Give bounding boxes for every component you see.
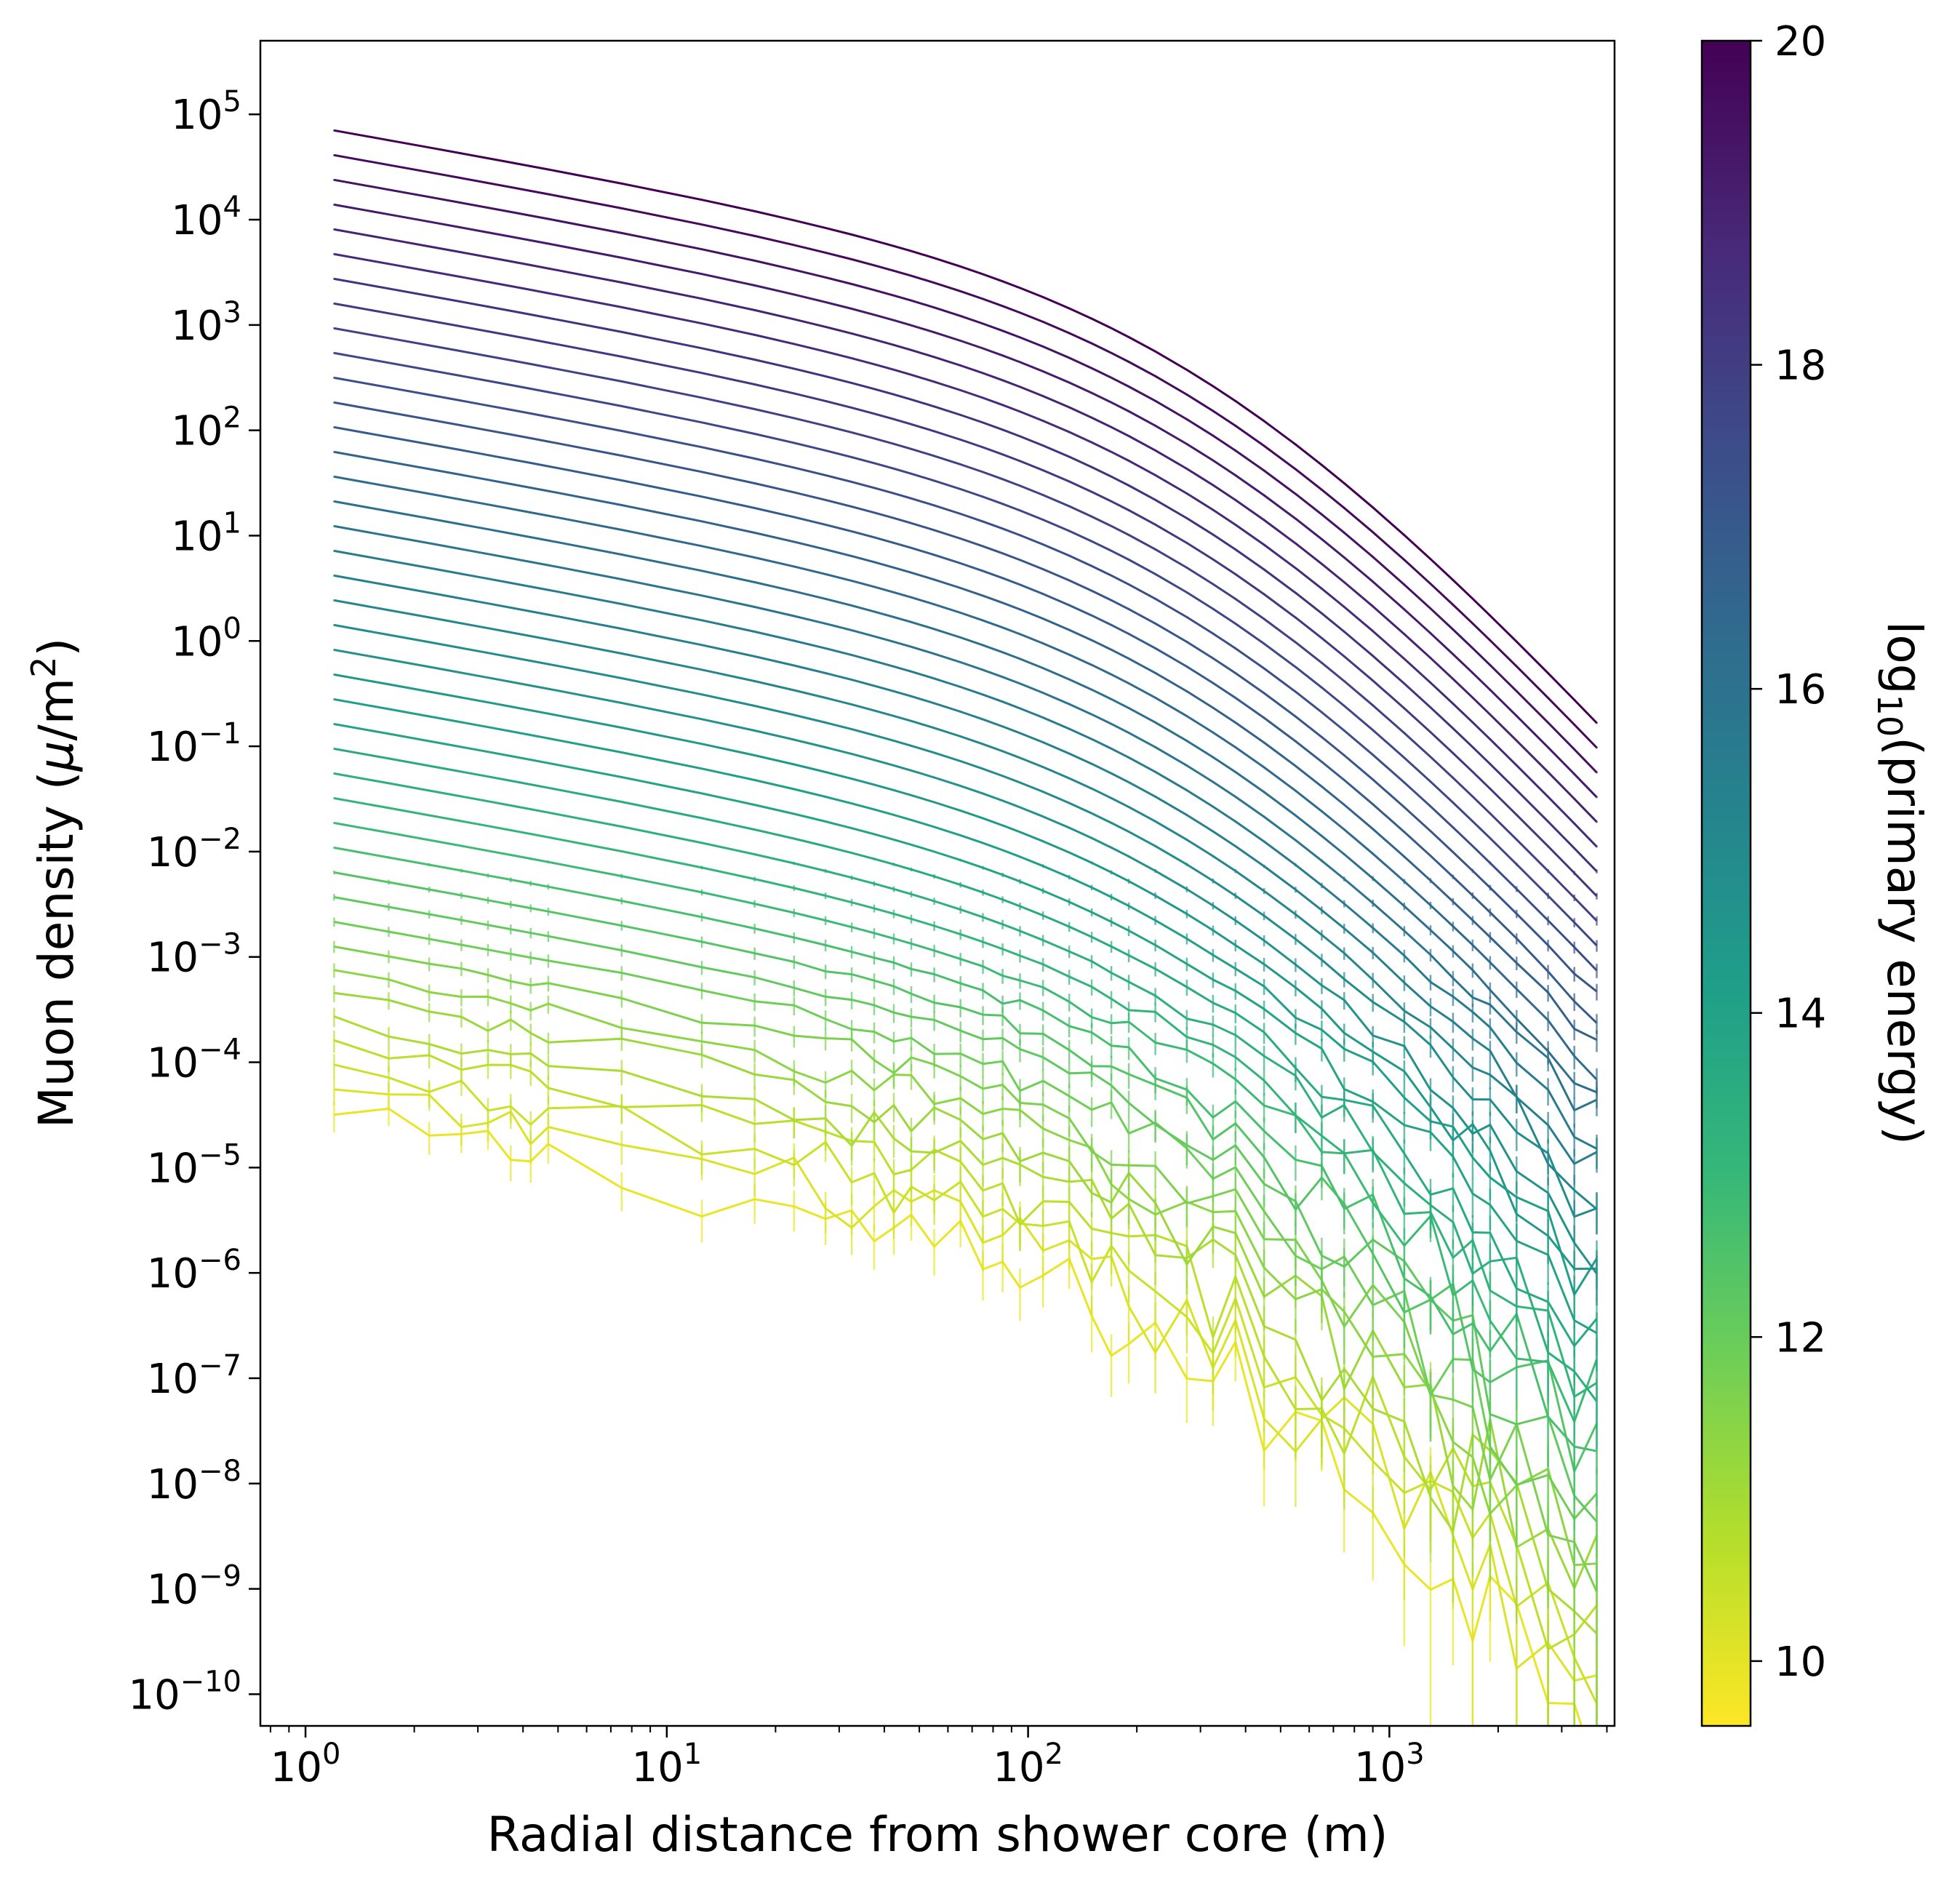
y-tick-label-11: 10−6 — [147, 1244, 241, 1298]
y-tick-label-8: 10−3 — [147, 928, 241, 982]
series-30 — [333, 376, 1598, 978]
colorbar: 10 12 14 16 18 20 — [1700, 18, 1826, 1727]
colorbar-label: log10(primary energy) — [1870, 621, 1932, 1145]
series-31 — [333, 351, 1598, 952]
y-tick-label-10: 10−5 — [147, 1138, 241, 1192]
series-14 — [333, 772, 1598, 1450]
y-tick-label-14: 10−9 — [147, 1560, 241, 1614]
series-26 — [333, 475, 1598, 1095]
x-tick-label-1: 101 — [631, 1738, 702, 1791]
series-28 — [333, 425, 1598, 1034]
series-39 — [333, 153, 1598, 749]
series-33 — [333, 302, 1598, 900]
x-tick-label-0: 100 — [271, 1738, 341, 1791]
series-23 — [333, 549, 1598, 1170]
y-tick-label-3: 102 — [171, 401, 241, 455]
plot-frame — [259, 39, 1616, 1727]
y-tick-label-5: 100 — [171, 612, 241, 665]
series-36 — [333, 228, 1598, 823]
series-37 — [333, 203, 1598, 799]
x-tick-label-2: 102 — [993, 1738, 1063, 1791]
colorbar-gradient — [1700, 39, 1752, 1727]
y-tick-label-4: 101 — [171, 506, 241, 560]
y-axis-label: Muon density (μ/m2) — [24, 638, 84, 1128]
series-27 — [333, 450, 1598, 1052]
y-tick-label-6: 10−1 — [147, 717, 241, 771]
x-tick-label-3: 103 — [1354, 1738, 1425, 1791]
colorbar-tick-label-1: 12 — [1775, 1314, 1826, 1362]
y-tick-label-2: 103 — [171, 296, 241, 350]
series-25 — [333, 500, 1598, 1108]
x-axis-label: Radial distance from shower core (m) — [487, 1807, 1388, 1863]
colorbar-tick-label-2: 14 — [1775, 991, 1826, 1038]
y-tick-label-9: 10−4 — [147, 1034, 241, 1087]
plot-background — [260, 41, 1615, 1726]
colorbar-tick-label-0: 10 — [1775, 1639, 1826, 1686]
series-layer — [333, 129, 1598, 1726]
colorbar-tick-label-4: 18 — [1775, 343, 1826, 390]
colorbar-tick-label-3: 16 — [1775, 666, 1826, 713]
series-40 — [333, 129, 1598, 724]
series-38 — [333, 178, 1598, 774]
series-34 — [333, 277, 1598, 873]
y-tick-label-12: 10−7 — [147, 1349, 241, 1403]
series-29 — [333, 401, 1598, 1001]
y-tick-label-0: 105 — [171, 85, 241, 139]
y-tick-label-15: 10−10 — [128, 1665, 241, 1719]
series-32 — [333, 327, 1598, 926]
colorbar-ticks: 10 12 14 16 18 20 — [1751, 18, 1826, 1686]
colorbar-tick-label-5: 20 — [1775, 18, 1826, 65]
series-24 — [333, 524, 1598, 1128]
series-35 — [333, 252, 1598, 848]
y-axis: 105 104 103 102 101 100 10−1 10−2 10−3 10−4 10−5 10… — [128, 85, 260, 1719]
y-tick-label-7: 10−2 — [147, 823, 241, 876]
y-tick-label-13: 10−8 — [147, 1455, 241, 1508]
series-18 — [333, 673, 1598, 1300]
y-tick-label-1: 104 — [171, 191, 241, 244]
x-axis: 100 101 102 103 — [269, 1726, 1608, 1791]
